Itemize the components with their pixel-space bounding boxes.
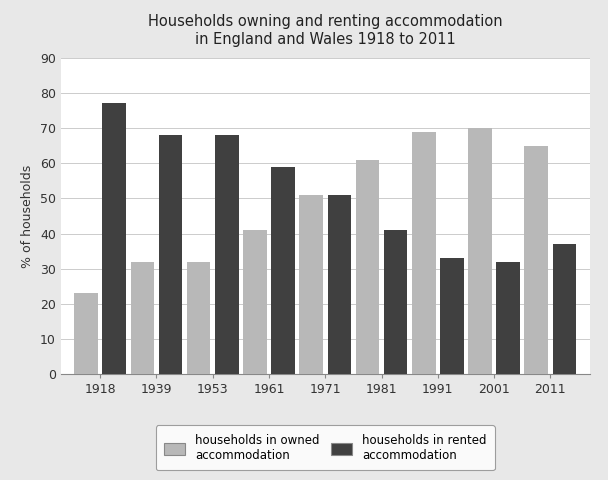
Bar <box>299 195 323 374</box>
Bar <box>187 262 210 374</box>
Bar <box>384 230 407 374</box>
Bar <box>243 230 267 374</box>
Y-axis label: % of households: % of households <box>21 164 35 268</box>
Bar <box>412 132 435 374</box>
Bar <box>468 128 492 374</box>
Title: Households owning and renting accommodation
in England and Wales 1918 to 2011: Households owning and renting accommodat… <box>148 14 503 47</box>
Bar <box>102 103 126 374</box>
Bar <box>553 244 576 374</box>
Bar <box>215 135 238 374</box>
Bar <box>356 160 379 374</box>
Bar <box>440 258 464 374</box>
Bar <box>328 195 351 374</box>
Bar <box>271 167 295 374</box>
Legend: households in owned
accommodation, households in rented
accommodation: households in owned accommodation, house… <box>156 425 495 470</box>
Bar <box>159 135 182 374</box>
Bar <box>74 293 98 374</box>
Bar <box>525 145 548 374</box>
Bar <box>131 262 154 374</box>
Bar <box>496 262 520 374</box>
